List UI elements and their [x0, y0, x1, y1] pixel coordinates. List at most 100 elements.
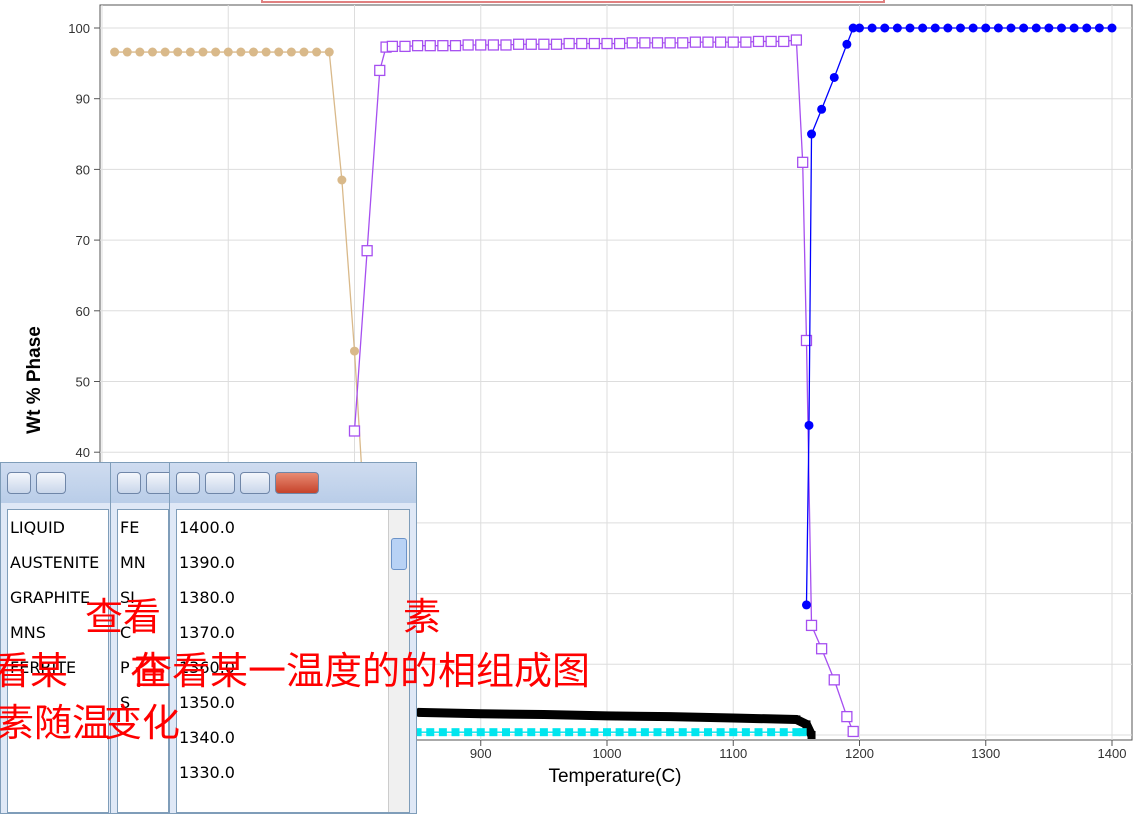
marker [110, 47, 120, 57]
marker [841, 710, 853, 723]
marker [475, 39, 487, 51]
list-item[interactable]: S [120, 693, 131, 712]
marker [324, 47, 334, 57]
marker [550, 38, 563, 50]
marker [664, 37, 676, 49]
marker [525, 38, 537, 50]
marker [538, 38, 550, 50]
button[interactable] [205, 472, 235, 494]
list-item[interactable]: LIQUID [10, 518, 65, 537]
list-item[interactable]: MNS [10, 623, 46, 642]
marker [223, 47, 233, 57]
marker [512, 38, 525, 50]
button[interactable] [7, 472, 31, 494]
marker [211, 47, 221, 57]
marker [603, 711, 611, 720]
list-item[interactable]: AUSTENITE [10, 553, 100, 572]
marker [626, 37, 638, 49]
marker [426, 728, 435, 737]
marker [797, 156, 809, 168]
button[interactable] [275, 472, 319, 494]
x-tick-label: 1300 [971, 746, 1000, 761]
marker [374, 64, 386, 77]
marker [689, 36, 702, 48]
list-item[interactable]: SI [120, 588, 135, 607]
marker [563, 37, 575, 50]
annotation: 变化 [104, 701, 181, 745]
list-item[interactable]: FE [120, 518, 140, 537]
annotation: 在 [130, 649, 169, 693]
marker [981, 23, 991, 33]
marker [778, 35, 790, 48]
marker [880, 23, 890, 33]
marker [704, 728, 712, 737]
marker [639, 37, 651, 49]
marker [828, 674, 840, 686]
marker [956, 23, 965, 33]
list-item[interactable]: 1360.0 [179, 658, 235, 677]
y-tick-label: 80 [76, 162, 90, 177]
marker [729, 714, 738, 723]
y-axis-label: Wt % Phase [24, 326, 45, 434]
marker [807, 731, 816, 739]
list-item[interactable]: C [120, 623, 132, 642]
scroll-thumb [391, 538, 407, 570]
marker [337, 175, 347, 185]
list-item[interactable]: P [120, 658, 130, 677]
marker [1044, 23, 1054, 33]
button[interactable] [176, 472, 200, 494]
marker [527, 728, 536, 737]
button[interactable] [117, 472, 141, 494]
list-item[interactable]: 1380.0 [179, 588, 235, 607]
marker [1094, 23, 1104, 33]
marker [198, 47, 208, 57]
y-tick-label: 90 [76, 92, 90, 107]
list-item[interactable]: MN [120, 553, 146, 572]
marker [361, 245, 373, 257]
marker [438, 728, 447, 737]
list-item[interactable]: 1330.0 [179, 763, 235, 782]
marker [514, 728, 523, 737]
marker [807, 129, 817, 139]
button[interactable] [240, 472, 270, 494]
marker [801, 600, 811, 610]
marker [867, 23, 877, 33]
list-item[interactable]: FERRITE [10, 658, 77, 677]
list-item[interactable]: 1340.0 [179, 728, 235, 747]
marker [476, 728, 485, 737]
marker [792, 728, 801, 737]
list-item[interactable]: 1350.0 [179, 693, 235, 712]
marker [1107, 23, 1117, 33]
list-item[interactable]: 1390.0 [179, 553, 235, 572]
marker [666, 728, 675, 737]
marker [779, 728, 788, 737]
marker [613, 37, 626, 50]
marker [185, 47, 195, 57]
list-window: LIQUID AUSTENITE GRAPHITE MNS FERRITE [0, 462, 116, 814]
marker [590, 728, 599, 737]
marker [1057, 23, 1066, 33]
marker [729, 728, 738, 737]
marker [476, 709, 485, 718]
list-item[interactable]: 1370.0 [179, 623, 235, 642]
y-tick-label: 40 [76, 445, 90, 460]
marker [312, 47, 322, 57]
y-tick-label: 100 [68, 21, 90, 36]
marker [741, 728, 750, 737]
marker [615, 728, 624, 737]
marker [424, 40, 436, 52]
title-bar [1, 463, 115, 503]
marker [804, 420, 814, 430]
title-bar [170, 463, 416, 503]
marker [993, 23, 1003, 33]
annotation: 查看 [85, 595, 162, 639]
list-item[interactable]: 1400.0 [179, 518, 235, 537]
marker [500, 39, 512, 51]
title-bar [111, 463, 175, 503]
list-item[interactable]: GRAPHITE [10, 588, 91, 607]
marker [413, 708, 422, 717]
marker [464, 728, 473, 737]
marker [754, 728, 763, 737]
marker [601, 37, 613, 50]
button[interactable] [36, 472, 66, 494]
